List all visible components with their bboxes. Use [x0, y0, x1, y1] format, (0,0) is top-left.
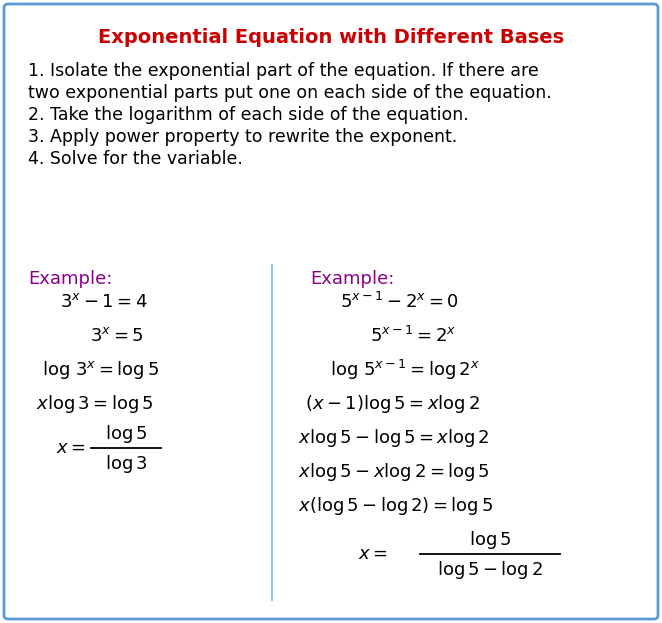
Text: 2. Take the logarithm of each side of the equation.: 2. Take the logarithm of each side of th… [28, 106, 469, 124]
Text: Example:: Example: [310, 270, 395, 288]
Text: 3. Apply power property to rewrite the exponent.: 3. Apply power property to rewrite the e… [28, 128, 457, 146]
Text: $\log 5$: $\log 5$ [105, 423, 147, 445]
Text: $x =$: $x =$ [358, 545, 388, 563]
Text: $\log 5 - \log 2$: $\log 5 - \log 2$ [437, 559, 543, 581]
Text: 4. Solve for the variable.: 4. Solve for the variable. [28, 150, 243, 168]
Text: $3^x = 5$: $3^x = 5$ [90, 327, 144, 345]
Text: $(x-1)\log 5 = x\log 2$: $(x-1)\log 5 = x\log 2$ [305, 393, 480, 415]
Text: $x\log 5 - x\log 2 = \log 5$: $x\log 5 - x\log 2 = \log 5$ [298, 461, 490, 483]
FancyBboxPatch shape [4, 4, 658, 619]
Text: Example:: Example: [28, 270, 113, 288]
Text: Exponential Equation with Different Bases: Exponential Equation with Different Base… [98, 28, 564, 47]
Text: $5^{x-1} - 2^x = 0$: $5^{x-1} - 2^x = 0$ [340, 292, 459, 312]
Text: $\log\, 3^x = \log 5$: $\log\, 3^x = \log 5$ [42, 359, 159, 381]
Text: $3^x - 1 = 4$: $3^x - 1 = 4$ [60, 293, 148, 311]
Text: $x =$: $x =$ [56, 439, 86, 457]
Text: $x(\log 5 - \log 2) = \log 5$: $x(\log 5 - \log 2) = \log 5$ [298, 495, 493, 517]
Text: $5^{x-1} = 2^x$: $5^{x-1} = 2^x$ [370, 326, 456, 346]
Text: $\log\, 5^{x-1} = \log 2^x$: $\log\, 5^{x-1} = \log 2^x$ [330, 358, 480, 382]
Text: $\log 5$: $\log 5$ [469, 529, 511, 551]
Text: $\log 3$: $\log 3$ [105, 453, 147, 475]
Text: 1. Isolate the exponential part of the equation. If there are: 1. Isolate the exponential part of the e… [28, 62, 539, 80]
Text: $x \log 3 = \log 5$: $x \log 3 = \log 5$ [36, 393, 154, 415]
Text: $x\log 5 - \log 5 = x\log 2$: $x\log 5 - \log 5 = x\log 2$ [298, 427, 490, 449]
Text: two exponential parts put one on each side of the equation.: two exponential parts put one on each si… [28, 84, 551, 102]
